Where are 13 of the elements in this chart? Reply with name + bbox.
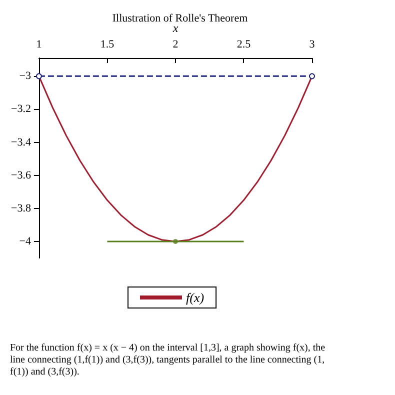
x-tick-label: 2.5: [236, 38, 252, 50]
legend-label: f(x): [186, 290, 204, 305]
y-tick-label: −3: [19, 70, 32, 82]
y-tick-label: −3.2: [10, 103, 31, 116]
y-tick-label: −4: [19, 235, 32, 248]
y-tick-label: −3.8: [10, 202, 32, 214]
x-tick-label: 1.5: [100, 38, 115, 50]
y-tick-label: −3.6: [10, 169, 32, 182]
x-tick-label: 3: [309, 38, 316, 50]
text: For the function f(x) = x (x − 4) on the interval [1,3], a graph showing f(x), the line connecting (1,f(1)) and (3,f(3)), tangents parallel to the line connecting (1,f(1)) and (3,f(3)).: [10, 342, 328, 378]
y-tick-label: −3.4: [10, 136, 32, 148]
x-tick-label: 2: [172, 38, 178, 50]
x-tick-label: 1: [36, 38, 42, 50]
